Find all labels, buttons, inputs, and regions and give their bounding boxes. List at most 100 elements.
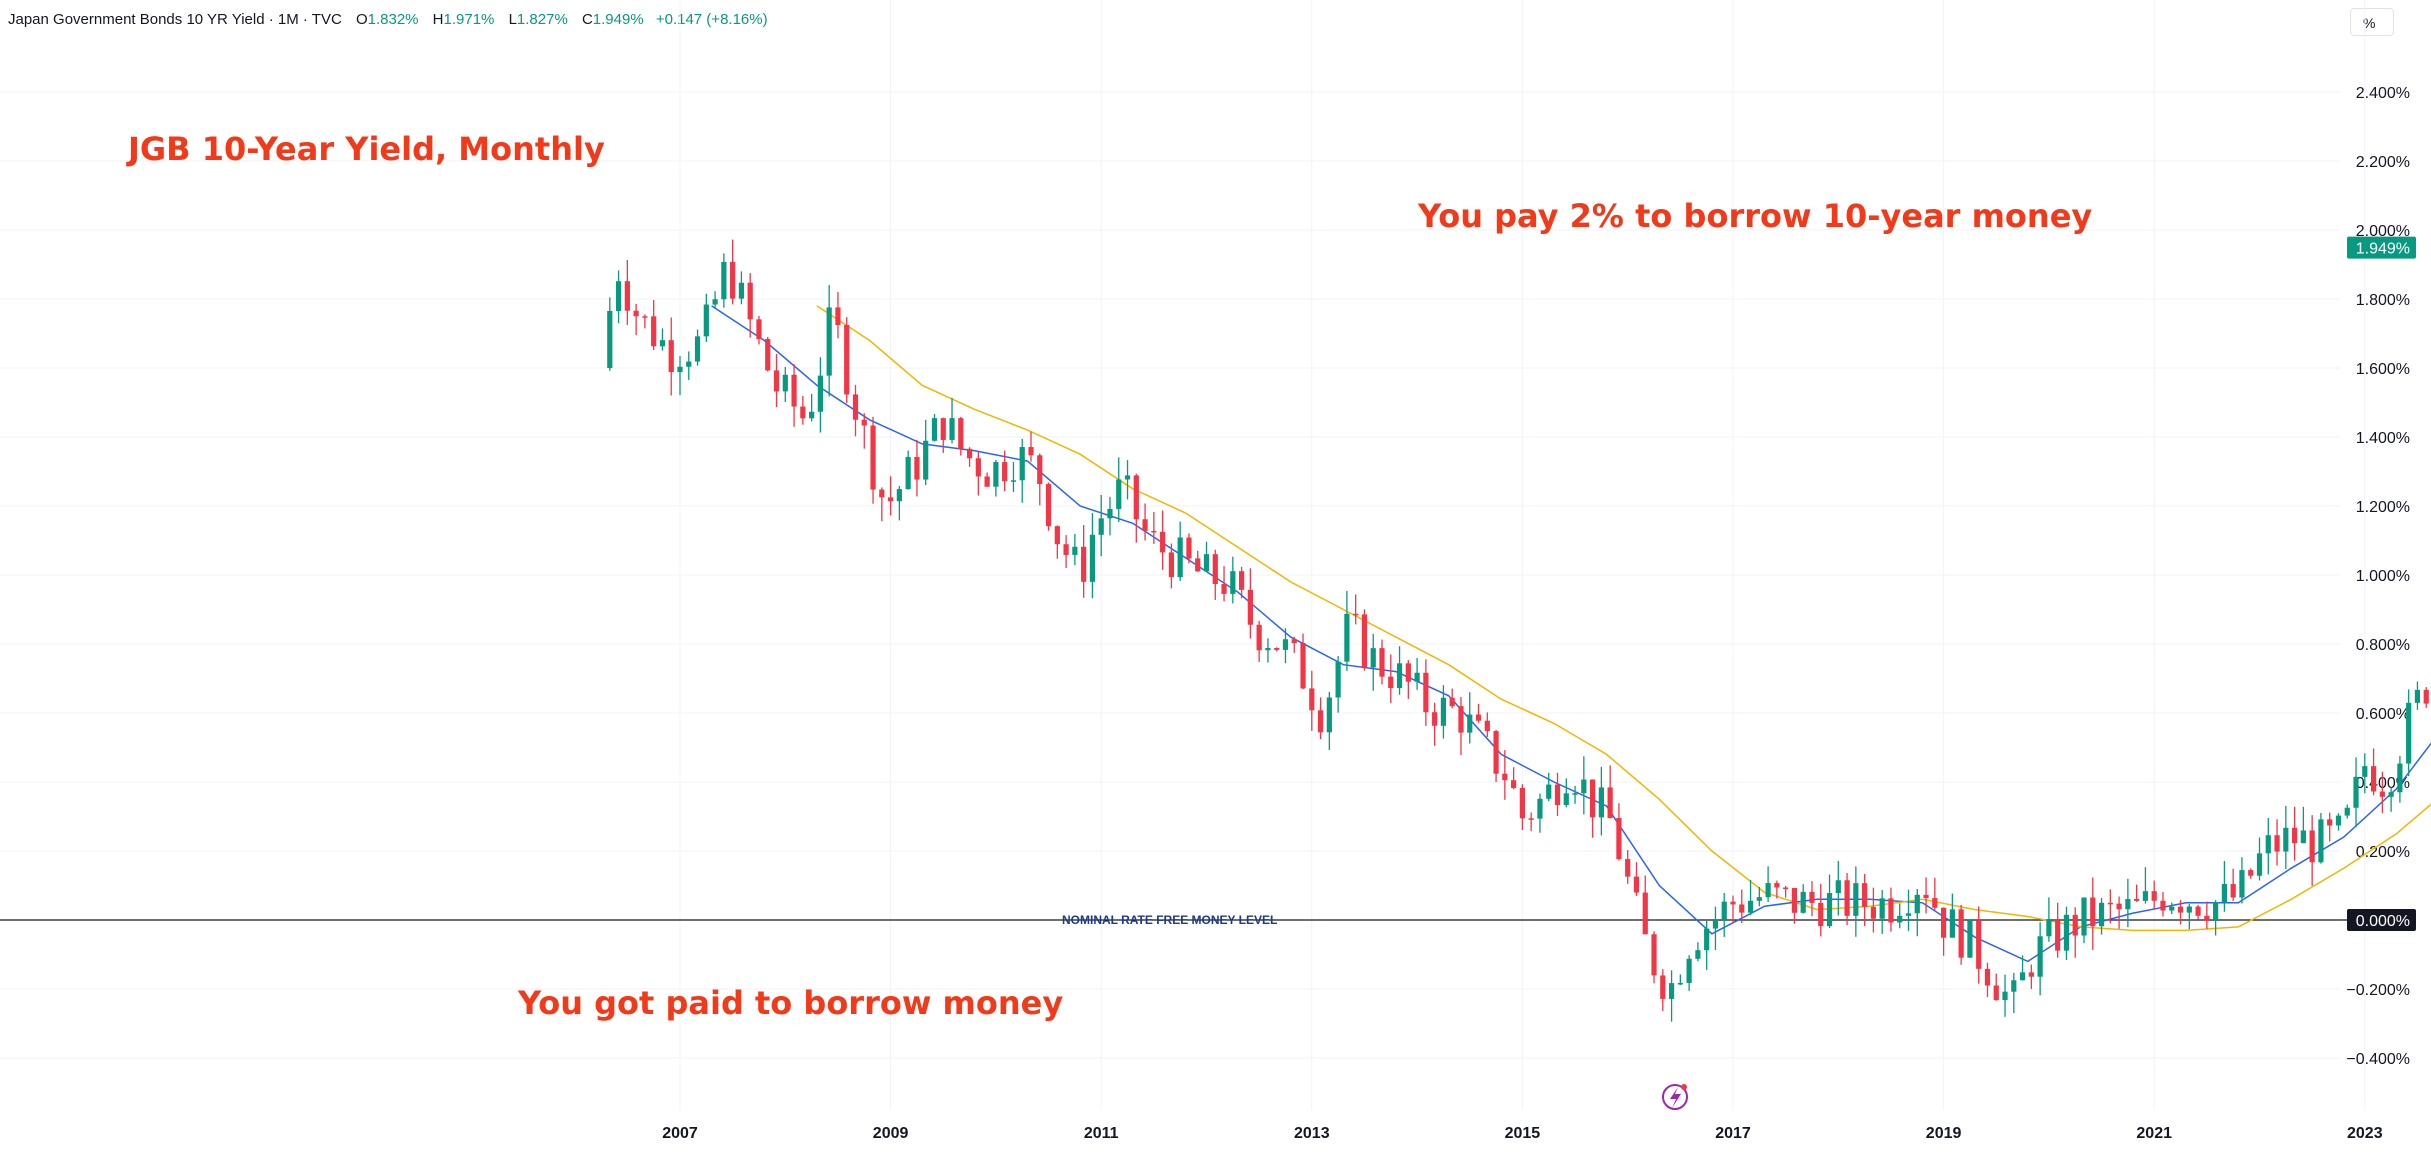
candle: [1905, 889, 1912, 931]
time-tick-label: 2011: [1084, 1125, 1119, 1142]
candle: [1142, 503, 1148, 541]
candle: [738, 271, 745, 305]
time-tick-label: 2021: [2136, 1125, 2172, 1142]
candle: [2204, 901, 2210, 929]
candle: [1686, 955, 1692, 991]
candle: [615, 270, 622, 324]
candle: [2063, 906, 2070, 961]
candle: [1475, 703, 1482, 723]
candle: [2230, 868, 2236, 902]
close-value: 1.949%: [592, 11, 644, 28]
candle: [861, 413, 867, 449]
price-tick-label: 0.800%: [2356, 637, 2410, 654]
candle: [1028, 431, 1034, 462]
candle: [1800, 884, 1806, 914]
candle: [712, 291, 718, 309]
candle: [1519, 784, 1525, 830]
candle: [2397, 756, 2403, 803]
price-tick-label: 2.000%: [2356, 223, 2410, 240]
candle: [2186, 904, 2192, 930]
candle: [1160, 510, 1166, 570]
time-tick-label: 2009: [873, 1125, 909, 1142]
candle: [1941, 907, 1947, 956]
candle: [1037, 453, 1043, 506]
candle: [2160, 892, 2166, 917]
candle: [1107, 496, 1113, 536]
candle: [809, 393, 815, 422]
candle: [2248, 868, 2254, 879]
candle: [1010, 462, 1017, 493]
candle: [1221, 566, 1227, 602]
candle: [1765, 866, 1771, 903]
price-tick-label: 1.200%: [2356, 499, 2410, 516]
last-price-text: 1.949%: [2356, 241, 2410, 258]
candle: [1809, 881, 1815, 917]
candle: [1054, 525, 1060, 559]
candle: [966, 447, 973, 467]
candle: [686, 351, 692, 381]
candle: [1467, 692, 1473, 744]
candle: [2055, 902, 2061, 958]
candle: [1949, 893, 1955, 938]
candle: [1195, 550, 1201, 572]
candle: [2134, 884, 2140, 902]
bottom-annotation: You got paid to borrow money: [517, 984, 1063, 1022]
candle: [1721, 893, 1727, 937]
candle: [1045, 482, 1052, 531]
candle: [1791, 888, 1798, 924]
candle: [2019, 955, 2026, 981]
candle: [1625, 850, 1631, 884]
candle: [1668, 970, 1675, 1022]
open-label: O: [355, 11, 368, 28]
candle: [2098, 897, 2105, 935]
candle: [1747, 879, 1754, 916]
percent-scale-button[interactable]: %: [2350, 8, 2394, 36]
time-tick-label: 2023: [2347, 1125, 2383, 1142]
candle: [668, 317, 674, 396]
last-price-label: 1.949%: [2347, 236, 2416, 259]
candle: [1133, 473, 1139, 543]
candle: [2309, 815, 2315, 886]
candle: [826, 285, 832, 397]
moving-average-fast: [711, 305, 2431, 963]
candle: [651, 300, 657, 351]
candle: [747, 273, 753, 338]
open-value: 1.832%: [367, 11, 419, 28]
close-label: C: [581, 11, 593, 28]
candle: [1511, 767, 1517, 790]
candle: [1835, 860, 1841, 916]
candle: [624, 259, 630, 325]
candle: [1844, 872, 1850, 926]
candle: [1423, 659, 1429, 726]
symbol-title: Japan Government Bonds 10 YR Yield · 1M …: [8, 11, 342, 28]
candle: [1309, 670, 1315, 731]
candle: [1493, 729, 1499, 783]
candle: [1256, 620, 1262, 662]
candle: [1642, 875, 1648, 935]
candle: [1607, 765, 1613, 819]
candle: [1879, 890, 1885, 934]
candle: [2292, 806, 2298, 861]
candle: [1212, 549, 1218, 600]
chart-legend: Japan Government Bonds 10 YR Yield · 1M …: [8, 11, 768, 28]
time-axis[interactable]: 2007200920112013201520172019202120232025…: [662, 1125, 2431, 1142]
candle: [1528, 812, 1534, 832]
candle: [1563, 778, 1569, 808]
time-tick-label: 2019: [1926, 1125, 1962, 1142]
candle: [1581, 756, 1587, 815]
candle: [1274, 647, 1280, 652]
candle: [1326, 691, 1332, 750]
candle: [1826, 874, 1833, 929]
candle: [2142, 867, 2149, 904]
candle: [1098, 495, 1104, 557]
candle: [642, 314, 648, 329]
zero-line-label: NOMINAL RATE FREE MONEY LEVEL: [1062, 913, 1277, 927]
lightning-bolt-icon[interactable]: [1662, 1084, 1688, 1110]
candle: [1168, 543, 1174, 589]
candle: [2353, 757, 2359, 828]
moving-averages: [711, 305, 2431, 963]
candle: [1458, 697, 1464, 755]
candle: [1616, 803, 1622, 861]
high-value: 1.971%: [443, 11, 495, 28]
